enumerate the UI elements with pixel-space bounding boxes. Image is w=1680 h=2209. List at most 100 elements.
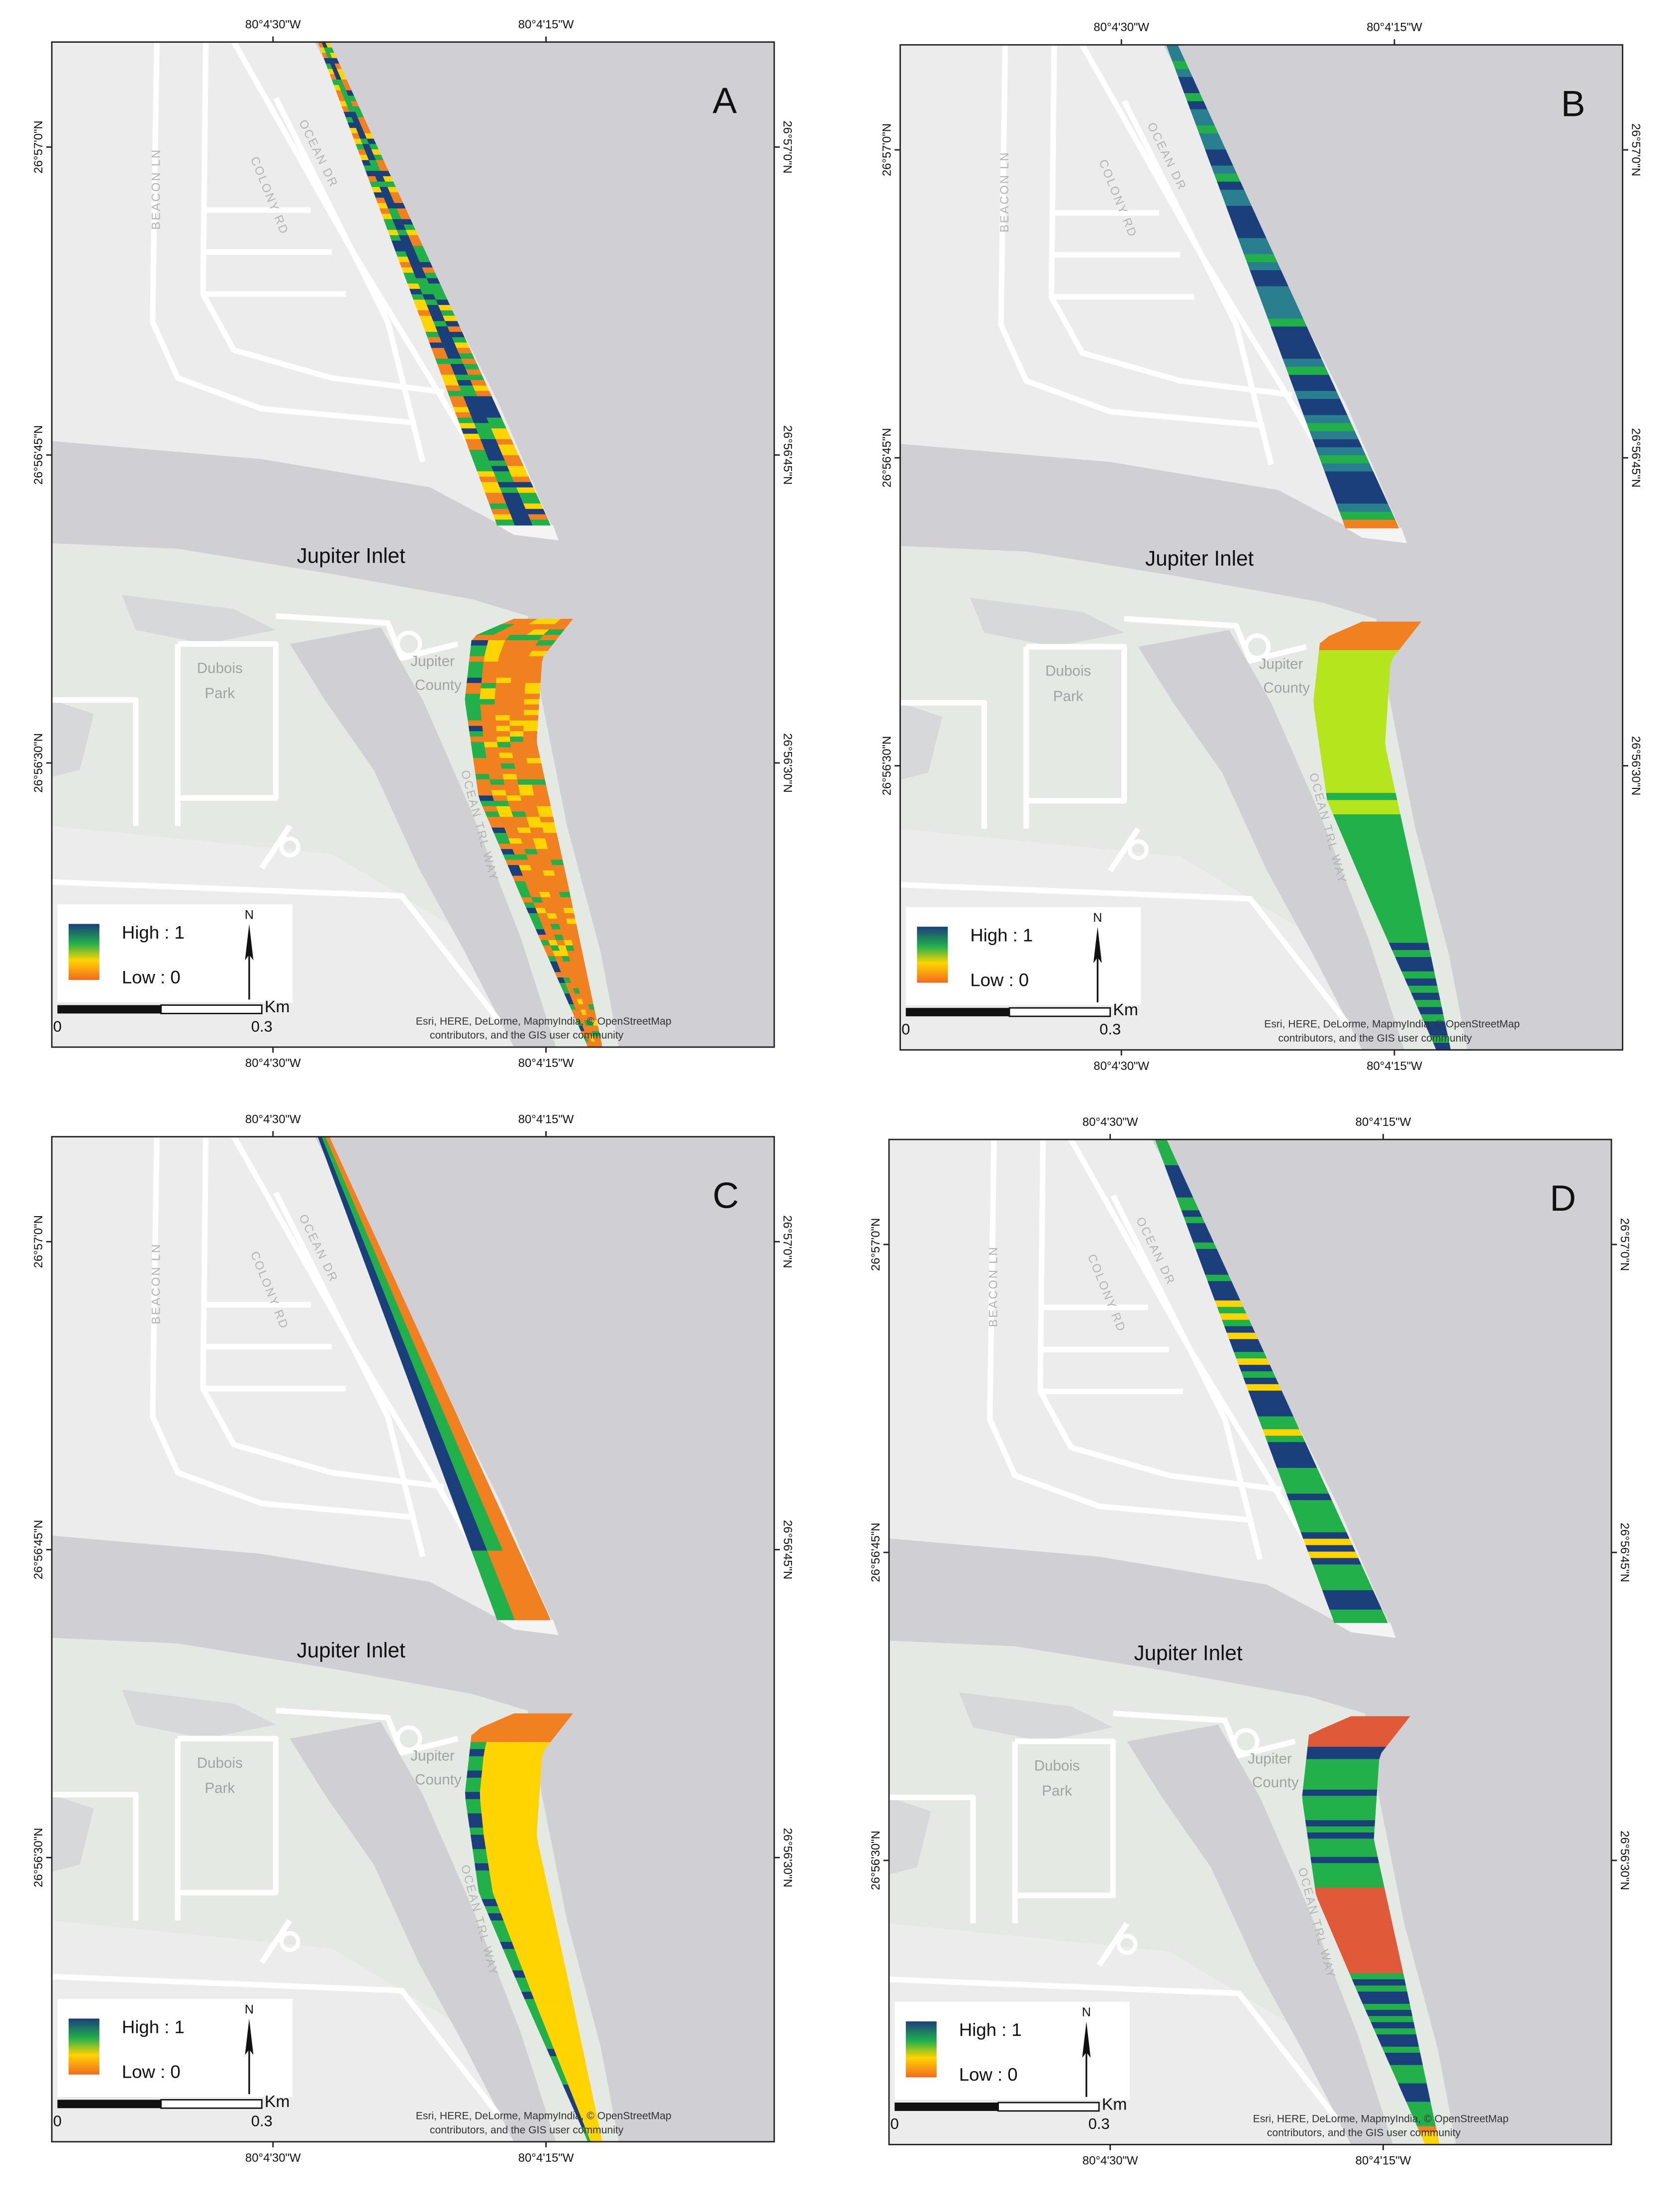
raster-cell [515, 1977, 529, 1986]
raster-cell [535, 640, 557, 646]
raster-cell [589, 2127, 595, 2135]
raster-cell [346, 1185, 355, 1193]
raster-cell [449, 1426, 466, 1434]
raster-cell [477, 1877, 493, 1886]
raster-cell [1199, 133, 1223, 142]
raster-cell [485, 811, 501, 818]
raster-cell [542, 924, 553, 930]
raster-cell [1336, 503, 1392, 512]
raster-cell [539, 817, 555, 823]
raster-cell [329, 1157, 338, 1165]
raster-cell [382, 1309, 394, 1317]
raster-cell [377, 1295, 389, 1303]
raster-cell [588, 2099, 595, 2107]
raster-cell [548, 2034, 559, 2042]
raster-cell [429, 342, 445, 349]
raster-cell [516, 1920, 532, 1928]
raster-cell [469, 1543, 488, 1551]
raster-cell [1304, 1771, 1379, 1778]
raster-cell [484, 1543, 504, 1551]
raster-cell [487, 763, 502, 769]
raster-cell [479, 477, 498, 483]
raster-cell [480, 688, 496, 694]
raster-cell [388, 1302, 400, 1310]
raster-cell [496, 672, 512, 678]
raster-cell [495, 1899, 512, 1907]
raster-cell [410, 240, 423, 247]
raster-cell [495, 683, 511, 689]
raster-cell [320, 1144, 328, 1152]
raster-cell [1195, 1249, 1220, 1256]
raster-cell [1243, 1377, 1279, 1385]
road [259, 824, 293, 870]
raster-cell [478, 790, 493, 796]
raster-cell [336, 69, 345, 75]
raster-cell [385, 182, 396, 188]
raster-cell [569, 956, 578, 962]
raster-cell [429, 1406, 445, 1414]
raster-cell [1217, 1307, 1247, 1314]
raster-cell [509, 1963, 524, 1971]
raster-cell [567, 988, 576, 994]
lat-label: 26°57'0"N [880, 123, 893, 176]
raster-cell [1184, 1217, 1205, 1224]
raster-cell [566, 918, 577, 925]
raster-cell [495, 519, 515, 526]
raster-cell [1382, 928, 1427, 937]
beach-tip [1345, 528, 1407, 544]
raster-cell [509, 726, 524, 732]
raster-cell [1300, 1532, 1350, 1539]
raster-cell [328, 1144, 336, 1152]
raster-cell [511, 1842, 526, 1850]
raster-cell [555, 913, 567, 919]
place-label: County [1263, 679, 1310, 696]
lat-label: 26°56'45"N [32, 425, 45, 485]
raster-cell [1258, 1416, 1297, 1424]
scale-label: 0.3 [251, 2113, 273, 2130]
raster-cell [550, 897, 563, 903]
panel-letter: A [712, 81, 737, 121]
lat-label: 26°56'45"N [32, 1520, 45, 1580]
raster-cell [527, 886, 540, 893]
raster-cell [485, 492, 505, 499]
raster-cell [468, 375, 485, 381]
raster-cell [465, 439, 484, 445]
raster-cell [538, 935, 549, 941]
lat-label: 26°57'0"N [1629, 123, 1643, 176]
lat-label: 26°56'45"N [1629, 428, 1643, 488]
raster-cell [569, 929, 579, 936]
raster-cell [545, 1934, 560, 1943]
raster-cell [389, 1330, 402, 1338]
raster-cell [521, 897, 534, 903]
raster-cell [521, 498, 541, 504]
raster-cell [482, 1537, 501, 1544]
raster-cell [475, 768, 490, 775]
raster-cell [494, 1792, 510, 1800]
raster-cell [469, 651, 487, 657]
raster-cell [369, 160, 379, 166]
raster-cell [516, 645, 536, 652]
raster-cell [1169, 53, 1186, 62]
raster-cell [553, 1999, 565, 2007]
raster-cell [1357, 1991, 1409, 1999]
raster-cell [557, 2013, 569, 2021]
cul-de-sac [1116, 1933, 1138, 1955]
raster-cell [577, 2106, 585, 2114]
raster-cell [556, 2034, 567, 2042]
raster-cell [513, 651, 533, 657]
raster-cell [498, 1906, 515, 1914]
raster-cell [323, 58, 331, 64]
raster-cell [1314, 1881, 1385, 1888]
raster-cell [386, 203, 397, 209]
raster-cell [457, 1474, 474, 1482]
raster-cell [1315, 1887, 1386, 1895]
raster-cell [472, 753, 487, 759]
raster-cell [513, 1856, 529, 1864]
raster-cell [421, 321, 436, 327]
raster-cell [567, 951, 577, 957]
raster-cell [321, 42, 328, 48]
raster-cell [403, 224, 416, 231]
raster-cell [571, 940, 581, 946]
raster-cell [480, 693, 495, 700]
raster-cell [584, 2113, 591, 2121]
